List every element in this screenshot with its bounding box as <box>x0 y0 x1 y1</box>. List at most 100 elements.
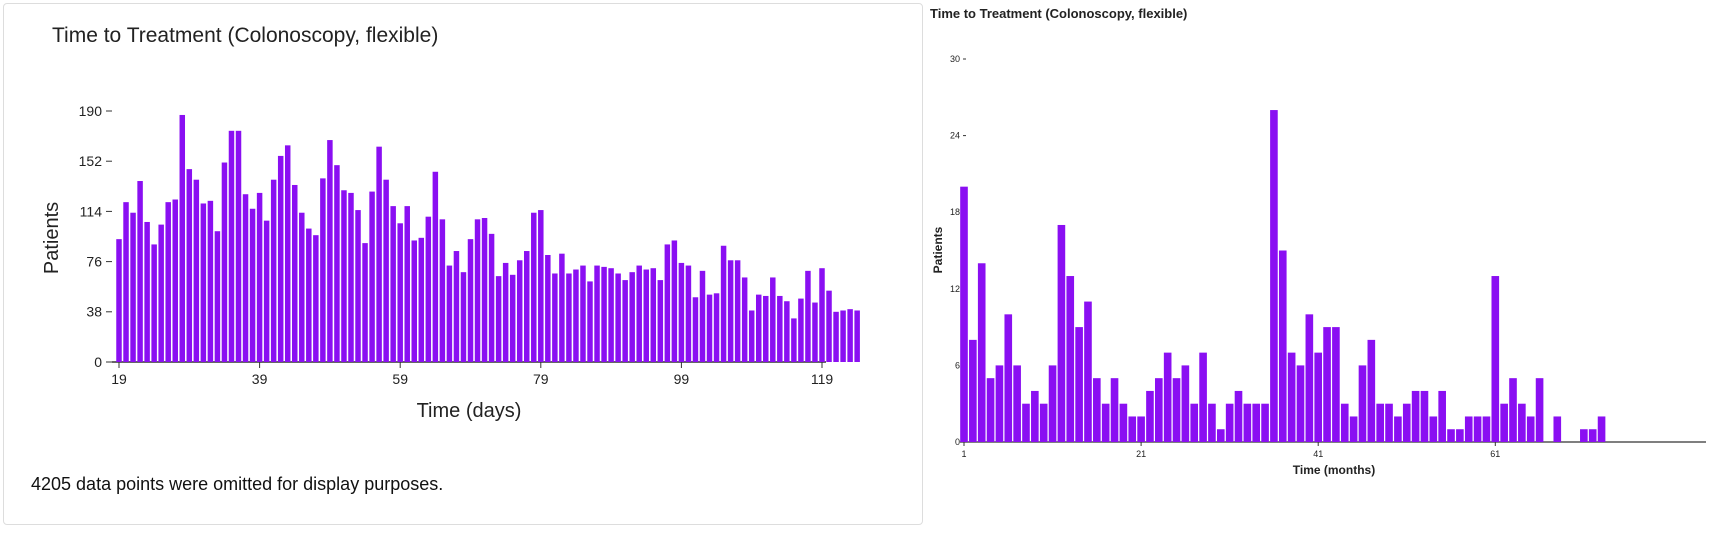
bar <box>678 262 685 362</box>
bar <box>1119 403 1128 442</box>
y-axis-label: Patients <box>41 202 63 274</box>
bar-chart-days: Time to Treatment (Colonoscopy, flexible… <box>41 24 860 422</box>
bars <box>116 114 860 362</box>
bar <box>495 276 502 362</box>
bar <box>1155 378 1163 442</box>
bar <box>488 233 495 362</box>
bar <box>1332 327 1340 442</box>
bar <box>1013 365 1021 442</box>
bar <box>573 269 579 362</box>
bar <box>650 268 657 362</box>
bar <box>601 266 607 362</box>
bar <box>362 243 368 362</box>
bar <box>685 265 692 362</box>
bar <box>1287 352 1296 442</box>
bar <box>1376 403 1384 442</box>
bar <box>221 162 228 362</box>
bar <box>748 310 755 362</box>
bar <box>186 169 193 362</box>
bar <box>1349 416 1358 442</box>
bar <box>123 202 129 362</box>
bar <box>179 114 186 362</box>
bar <box>151 244 157 362</box>
bar <box>699 270 706 362</box>
bar <box>334 165 340 362</box>
bar <box>1199 352 1207 442</box>
chart-title: Time to Treatment (Colonoscopy, flexible… <box>930 6 1187 21</box>
bar <box>777 295 783 362</box>
bar <box>292 184 298 362</box>
y-axis: 0 38 76 114 152 190 <box>79 103 112 370</box>
bar <box>545 254 551 362</box>
bar <box>805 270 811 362</box>
bar <box>643 269 649 362</box>
bar <box>727 260 734 362</box>
bar <box>1208 403 1216 442</box>
x-axis-label: Time (months) <box>1293 463 1375 477</box>
bar <box>242 194 249 362</box>
bar <box>833 311 839 362</box>
y-tick-label: 76 <box>86 254 102 270</box>
bar <box>116 239 122 362</box>
bar <box>671 240 678 362</box>
bar <box>1447 429 1455 442</box>
bar <box>798 298 804 362</box>
bar <box>1261 403 1269 442</box>
bar <box>228 130 235 362</box>
y-tick-label: 24 <box>950 131 960 141</box>
bar <box>1048 365 1057 442</box>
bar <box>1580 429 1588 442</box>
bar <box>840 310 846 362</box>
bar <box>629 272 635 362</box>
bar <box>622 280 628 362</box>
bar <box>552 273 558 362</box>
x-tick-label: 61 <box>1490 449 1500 459</box>
bar <box>587 281 593 362</box>
bar <box>1093 378 1101 442</box>
bar <box>1456 429 1464 442</box>
bar <box>1429 416 1438 442</box>
bar <box>277 155 284 362</box>
x-tick-label: 19 <box>111 371 127 387</box>
x-tick-label: 119 <box>811 371 834 387</box>
bar <box>1367 339 1376 442</box>
bar <box>657 280 664 362</box>
bar <box>516 260 523 362</box>
bar <box>1057 224 1066 442</box>
bar <box>256 192 263 362</box>
bar <box>615 273 621 362</box>
x-axis-label: Time (days) <box>417 400 522 422</box>
x-axis: 19 39 59 79 99 119 <box>111 361 834 387</box>
y-tick-label: 38 <box>86 304 102 320</box>
y-tick-label: 152 <box>79 153 103 169</box>
bar <box>130 212 136 362</box>
bar <box>1535 378 1544 442</box>
bar <box>383 179 389 362</box>
bar <box>1146 390 1154 442</box>
bar <box>531 212 537 362</box>
bar <box>664 244 671 362</box>
bar <box>523 251 530 362</box>
bar <box>1190 403 1199 442</box>
bar <box>299 212 305 362</box>
bar <box>467 239 474 362</box>
bar <box>404 206 410 362</box>
bar <box>1482 416 1491 442</box>
bar <box>172 199 178 362</box>
bar <box>1411 390 1420 442</box>
bar <box>320 178 326 362</box>
bars <box>960 110 1606 443</box>
bar <box>397 223 403 362</box>
bar <box>969 339 977 442</box>
bar <box>481 218 488 362</box>
bar <box>1358 365 1367 442</box>
bar <box>1553 416 1562 442</box>
bar <box>270 179 277 362</box>
bar <box>1172 378 1181 442</box>
bar <box>390 206 396 362</box>
bar <box>158 224 164 362</box>
bar <box>706 294 713 362</box>
bar <box>1181 365 1190 442</box>
bar <box>608 268 614 362</box>
bar <box>1270 110 1278 443</box>
